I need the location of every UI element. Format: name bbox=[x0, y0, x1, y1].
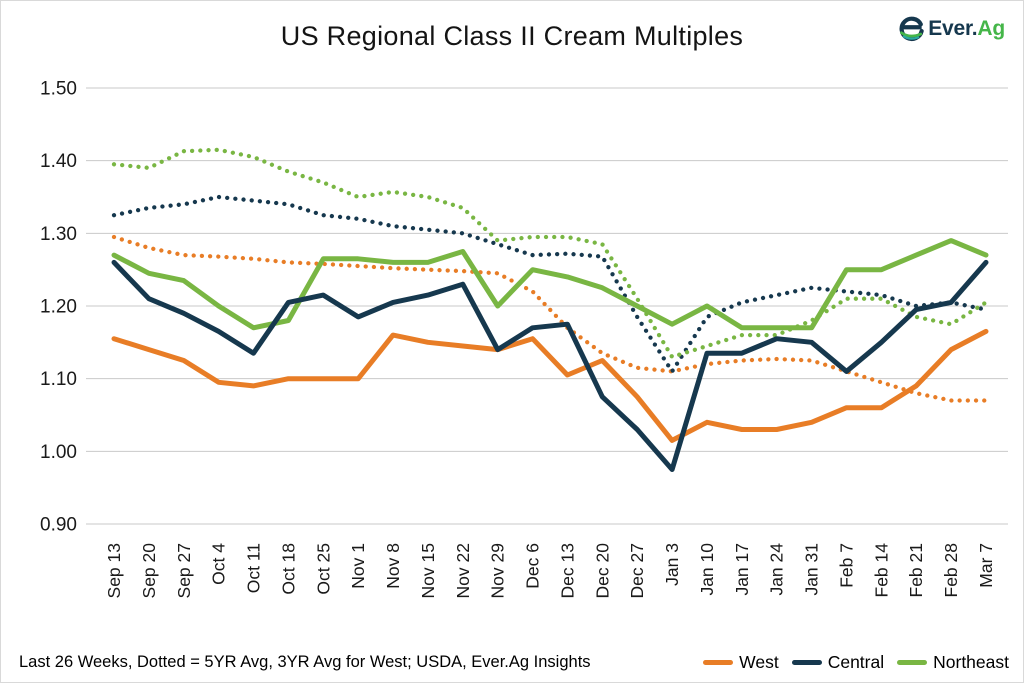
y-tick-label-1.20: 1.20 bbox=[40, 297, 77, 318]
chart-footer: Last 26 Weeks, Dotted = 5YR Avg, 3YR Avg… bbox=[1, 652, 1023, 673]
legend-label-central: Central bbox=[827, 652, 885, 672]
x-tick-label-dec-20: Dec 20 bbox=[592, 543, 612, 599]
brand-suffix: Ag bbox=[977, 16, 1005, 40]
brand-prefix: Ever. bbox=[928, 16, 978, 40]
x-tick-label-sep-13: Sep 13 bbox=[104, 543, 124, 598]
y-tick-label-1.30: 1.30 bbox=[40, 224, 77, 245]
x-tick-label-sep-27: Sep 27 bbox=[174, 543, 194, 598]
x-tick-label-jan-3: Jan 3 bbox=[662, 543, 682, 586]
x-tick-label-sep-20: Sep 20 bbox=[139, 543, 159, 599]
x-tick-label-oct-11: Oct 11 bbox=[244, 543, 264, 593]
series-northeast-5yr-avg-line bbox=[111, 147, 989, 360]
west-line-swatch-icon bbox=[703, 660, 734, 665]
x-tick-label-nov-8: Nov 8 bbox=[383, 543, 403, 589]
x-tick-label-dec-27: Dec 27 bbox=[627, 543, 647, 598]
x-tick-label-nov-29: Nov 29 bbox=[488, 543, 508, 598]
x-tick-label-feb-28: Feb 28 bbox=[941, 543, 961, 597]
x-tick-label-nov-22: Nov 22 bbox=[453, 543, 473, 598]
y-tick-label-1.40: 1.40 bbox=[40, 151, 77, 172]
everag-logo: Ever.Ag bbox=[898, 15, 1005, 42]
x-tick-label-jan-17: Jan 17 bbox=[732, 543, 752, 596]
footer-note: Last 26 Weeks, Dotted = 5YR Avg, 3YR Avg… bbox=[19, 653, 591, 671]
x-tick-label-jan-31: Jan 31 bbox=[802, 543, 822, 596]
central-line-swatch-icon bbox=[791, 660, 822, 665]
series-west-3yr-avg-line bbox=[111, 234, 989, 403]
x-tick-label-oct-4: Oct 4 bbox=[209, 543, 229, 585]
legend-label-west: West bbox=[739, 652, 779, 672]
legend-item-central: Central bbox=[791, 652, 885, 673]
x-tick-label-nov-1: Nov 1 bbox=[348, 543, 368, 589]
series-central-line bbox=[111, 259, 989, 472]
y-tick-label-0.90: 0.90 bbox=[40, 515, 77, 536]
series-central-5yr-avg-line bbox=[111, 194, 989, 374]
cream-multiples-line-chart: 1.50 1.40 1.30 1.20 1.10 1.00 0.90 Sep 13 Sep 20… bbox=[40, 79, 1008, 599]
x-tick-label-oct-25: Oct 25 bbox=[313, 543, 333, 595]
x-tick-label-nov-15: Nov 15 bbox=[418, 543, 438, 598]
series-northeast-line bbox=[111, 238, 989, 331]
y-tick-label-1.50: 1.50 bbox=[40, 79, 77, 100]
series-west-line bbox=[111, 328, 989, 443]
northeast-line-swatch-icon bbox=[897, 660, 928, 665]
legend-label-northeast: Northeast bbox=[933, 652, 1009, 672]
legend-item-west: West bbox=[703, 652, 779, 673]
x-tick-label-mar-7: Mar 7 bbox=[976, 543, 996, 588]
x-tick-label-oct-18: Oct 18 bbox=[278, 543, 298, 595]
legend: West Central Northeast bbox=[703, 652, 1009, 673]
legend-item-northeast: Northeast bbox=[897, 652, 1009, 673]
x-tick-label-feb-14: Feb 14 bbox=[871, 543, 891, 598]
y-tick-label-1.00: 1.00 bbox=[40, 442, 77, 463]
x-tick-label-feb-21: Feb 21 bbox=[906, 543, 926, 597]
everag-logo-icon bbox=[898, 15, 925, 42]
x-tick-label-jan-10: Jan 10 bbox=[697, 543, 717, 596]
x-tick-label-dec-6: Dec 6 bbox=[523, 543, 543, 589]
x-tick-label-feb-7: Feb 7 bbox=[836, 543, 856, 588]
x-tick-label-jan-24: Jan 24 bbox=[767, 543, 787, 596]
everag-brand-text: Ever.Ag bbox=[928, 17, 1005, 41]
y-tick-label-1.10: 1.10 bbox=[40, 369, 77, 390]
x-tick-label-dec-13: Dec 13 bbox=[557, 543, 577, 598]
